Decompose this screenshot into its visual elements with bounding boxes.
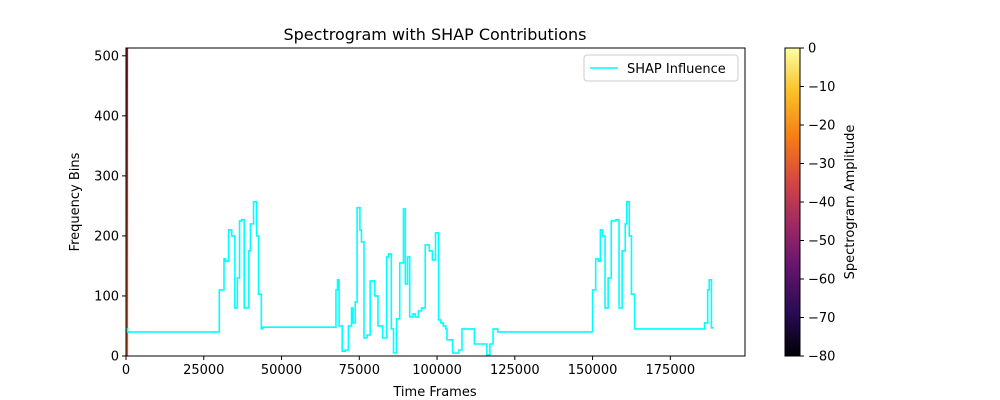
series-line-0 xyxy=(126,200,714,356)
colorbar-tick-label: −30 xyxy=(808,157,835,172)
colorbar: 0 −10 −20 −30 −40 −50 −60 −70 −80 Spectrogram Am… xyxy=(784,42,858,365)
x-axis: 0 25000 50000 75000 100000 125000 150000 175000 xyxy=(122,356,695,378)
spectrogram-strip xyxy=(126,48,129,356)
colorbar-tick-label: −10 xyxy=(808,80,835,95)
chart-title: Spectrogram with SHAP Contributions xyxy=(283,25,586,44)
y-tick-label: 300 xyxy=(94,169,119,184)
y-tick-label: 100 xyxy=(94,289,119,304)
legend-box xyxy=(583,54,739,82)
plot-area xyxy=(125,47,746,357)
colorbar-tick-label: −20 xyxy=(808,119,835,134)
series-layer xyxy=(126,200,714,356)
y-tick-label: 200 xyxy=(94,229,119,244)
x-tick-label: 50000 xyxy=(261,363,302,378)
x-tick-label: 0 xyxy=(122,363,130,378)
colorbar-tick-label: −40 xyxy=(808,196,835,211)
x-tick-label: 100000 xyxy=(412,363,462,378)
x-tick-label: 125000 xyxy=(490,363,540,378)
colorbar-ticks: 0 −10 −20 −30 −40 −50 −60 −70 −80 xyxy=(800,42,835,365)
plot-background xyxy=(126,48,745,356)
legend-label: SHAP Influence xyxy=(627,62,726,77)
colorbar-gradient xyxy=(785,48,800,356)
x-tick-label: 25000 xyxy=(183,363,224,378)
colorbar-tick-label: −80 xyxy=(808,350,835,365)
colorbar-tick-label: −50 xyxy=(808,234,835,249)
x-tick-label: 75000 xyxy=(339,363,380,378)
plot-frame xyxy=(125,47,746,357)
y-tick-label: 0 xyxy=(111,350,119,365)
colorbar-label: Spectrogram Amplitude xyxy=(843,125,858,280)
x-axis-label: Time Frames xyxy=(392,385,476,400)
x-tick-label: 150000 xyxy=(568,363,618,378)
legend: SHAP Influence xyxy=(583,54,739,82)
y-tick-label: 500 xyxy=(94,49,119,64)
y-axis-label: Frequency Bins xyxy=(68,152,83,251)
y-axis: 0 100 200 300 400 500 xyxy=(94,49,126,365)
x-tick-label: 175000 xyxy=(646,363,696,378)
colorbar-tick-label: −60 xyxy=(808,273,835,288)
colorbar-tick-label: 0 xyxy=(808,42,816,57)
colorbar-tick-label: −70 xyxy=(808,311,835,326)
y-tick-label: 400 xyxy=(94,109,119,124)
